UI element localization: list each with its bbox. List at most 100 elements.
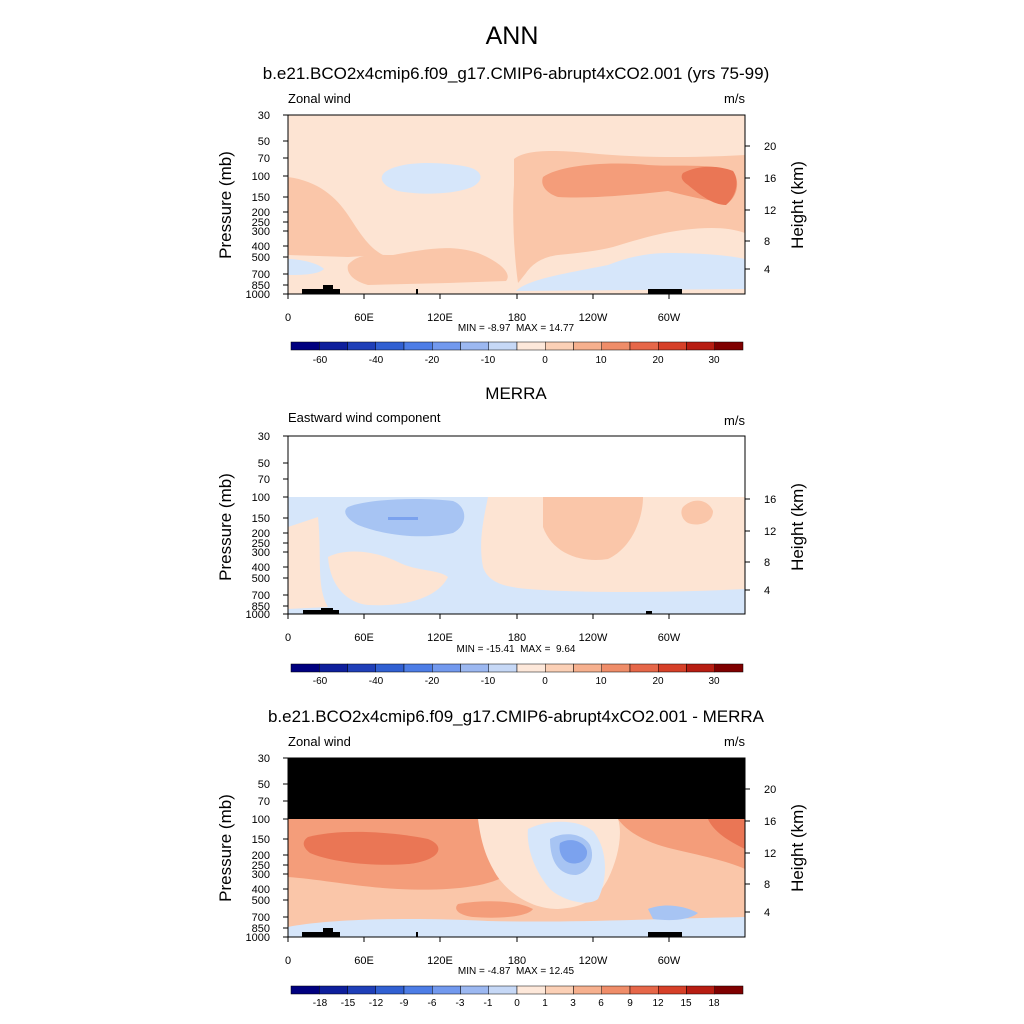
colorbar-box — [601, 341, 631, 351]
colorbar-box — [714, 985, 744, 995]
colorbar-box — [686, 341, 715, 351]
panel-1-longitude-ticks: 0 60E 120E 180 120W 60W — [285, 312, 681, 324]
panel-1-topography — [323, 285, 333, 294]
colorbar-label: -15 — [341, 998, 356, 1009]
panel-2-tick-marks — [283, 435, 750, 619]
colorbar-label: -10 — [481, 676, 496, 687]
pressure-tick-label: 850 — [252, 923, 270, 935]
colorbar-boxes — [290, 663, 744, 673]
colorbar-label: -20 — [425, 355, 440, 366]
colorbar-box — [432, 663, 461, 673]
panel-2-pressure-axis-label: Pressure (mb) — [216, 473, 235, 581]
colorbar-box — [629, 985, 659, 995]
panel-2-westerly-jet — [543, 497, 643, 560]
pressure-tick-label: 50 — [258, 779, 270, 791]
colorbar-box — [290, 985, 320, 995]
pressure-tick-label: 1000 — [246, 609, 270, 621]
panel-3-longitude-ticks: 0 60E 120E 180 120W 60W — [285, 955, 681, 967]
longitude-tick-label: 60E — [354, 632, 374, 644]
pressure-tick-label: 500 — [252, 573, 270, 585]
panel-1: b.e21.BCO2x4cmip6.f09_g17.CMIP6-abrupt4x… — [216, 64, 807, 366]
pressure-tick-label: 100 — [252, 171, 270, 183]
panel-1-units: m/s — [724, 91, 745, 106]
pressure-tick-label: 200 — [252, 528, 270, 540]
pressure-tick-label: 50 — [258, 136, 270, 148]
colorbar-box — [375, 341, 405, 351]
colorbar-box — [403, 985, 433, 995]
height-tick-label: 12 — [764, 205, 776, 217]
colorbar-label: -60 — [313, 676, 328, 687]
colorbar-box — [290, 341, 320, 351]
panel-1-height-axis-label: Height (km) — [788, 161, 807, 249]
longitude-tick-label: 0 — [285, 312, 291, 324]
panel-2-easterly-max — [388, 517, 418, 520]
panel-3-title: b.e21.BCO2x4cmip6.f09_g17.CMIP6-abrupt4x… — [268, 707, 765, 726]
longitude-tick-label: 0 — [285, 955, 291, 967]
pressure-tick-label: 200 — [252, 850, 270, 862]
height-tick-label: 8 — [764, 236, 770, 248]
colorbar-box — [601, 985, 631, 995]
colorbar-box — [573, 341, 602, 351]
colorbar-boxes — [290, 341, 744, 351]
panel-1-topography — [416, 289, 418, 294]
longitude-tick-label: 180 — [508, 632, 526, 644]
colorbar-box — [629, 663, 659, 673]
pressure-tick-label: 700 — [252, 590, 270, 602]
colorbar-box — [629, 341, 659, 351]
colorbar-label: 18 — [708, 998, 720, 1009]
colorbar-box — [686, 985, 715, 995]
colorbar-label: -3 — [456, 998, 465, 1009]
panel-1-pressure-axis-label: Pressure (mb) — [216, 151, 235, 259]
height-tick-label: 12 — [764, 526, 776, 538]
panel-2-height-ticks: 16 12 8 4 — [764, 494, 776, 597]
pressure-tick-label: 1000 — [246, 932, 270, 944]
height-tick-label: 20 — [764, 141, 776, 153]
panel-2-westerly-west — [288, 517, 328, 609]
panel-1-easterly-west — [288, 259, 324, 275]
panel-1-topography — [302, 289, 340, 294]
colorbar-box — [573, 663, 602, 673]
colorbar-box — [573, 985, 602, 995]
colorbar-label: -18 — [313, 998, 328, 1009]
height-tick-label: 4 — [764, 264, 770, 276]
pressure-tick-label: 1000 — [246, 289, 270, 301]
panel-2-min-max: MIN = -15.41 MAX = 9.64 — [457, 644, 576, 655]
colorbar-label: -9 — [400, 998, 409, 1009]
colorbar-label: 9 — [627, 998, 633, 1009]
panel-2-colorbar: -60 -40 -20 -10 0 10 20 30 — [290, 663, 744, 687]
colorbar-box — [347, 985, 376, 995]
panel-3-topography — [302, 932, 340, 937]
panel-3-units: m/s — [724, 734, 745, 749]
colorbar-label: 15 — [680, 998, 692, 1009]
pressure-tick-label: 250 — [252, 860, 270, 872]
pressure-tick-label: 50 — [258, 458, 270, 470]
height-tick-label: 4 — [764, 585, 770, 597]
longitude-tick-label: 60E — [354, 955, 374, 967]
pressure-tick-label: 30 — [258, 753, 270, 765]
colorbar-box — [545, 663, 574, 673]
colorbar-box — [714, 663, 744, 673]
pressure-tick-label: 850 — [252, 601, 270, 613]
colorbar-label: -40 — [369, 355, 384, 366]
height-tick-label: 12 — [764, 848, 776, 860]
panel-3-masked-region — [288, 758, 745, 819]
colorbar-box — [460, 341, 489, 351]
pressure-tick-label: 100 — [252, 492, 270, 504]
pressure-tick-label: 30 — [258, 110, 270, 122]
colorbar-box — [714, 341, 744, 351]
colorbar-label: -1 — [484, 998, 493, 1009]
pressure-tick-label: 500 — [252, 252, 270, 264]
panel-3-positive-east-core — [708, 819, 745, 849]
colorbar-box — [488, 663, 518, 673]
panel-2-topography — [321, 608, 333, 614]
pressure-tick-label: 400 — [252, 241, 270, 253]
panel-3-height-ticks: 20 16 12 8 4 — [764, 784, 776, 919]
panel-3-positive-east — [618, 819, 745, 869]
longitude-tick-label: 60W — [658, 955, 681, 967]
height-tick-label: 8 — [764, 879, 770, 891]
pressure-tick-label: 300 — [252, 869, 270, 881]
colorbar-box — [658, 985, 687, 995]
panel-2-colorbar-labels: -60 -40 -20 -10 0 10 20 30 — [313, 676, 720, 687]
colorbar-box — [686, 663, 715, 673]
colorbar-label: -40 — [369, 676, 384, 687]
